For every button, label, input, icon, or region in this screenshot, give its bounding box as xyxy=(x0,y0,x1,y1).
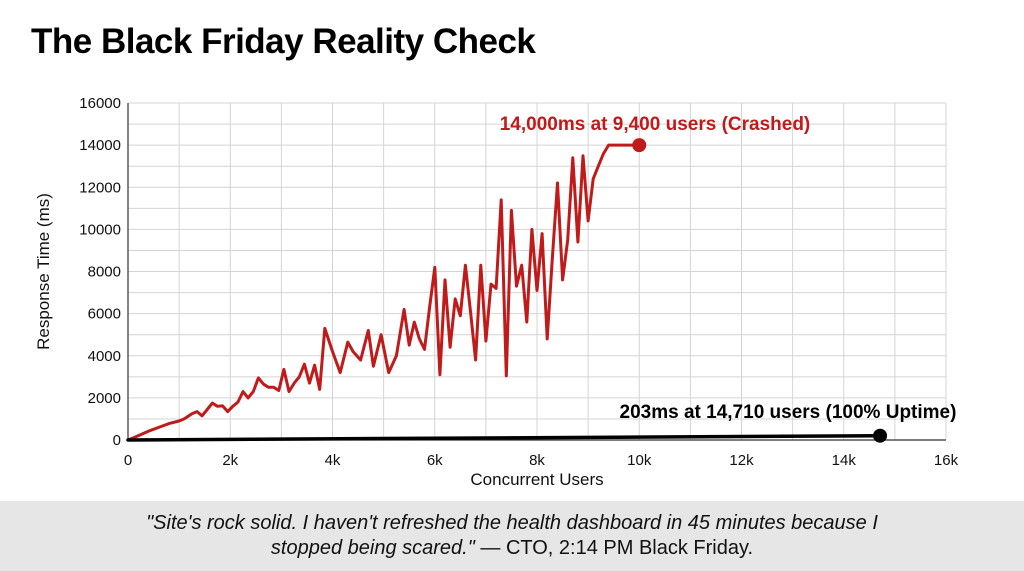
x-tick-label: 12k xyxy=(729,452,754,469)
quote-banner: "Site's rock solid. I haven't refreshed … xyxy=(0,501,1024,571)
stable-site-line xyxy=(126,433,882,442)
x-tick-label: 8k xyxy=(529,452,545,469)
cto-quote: "Site's rock solid. I haven't refreshed … xyxy=(146,512,878,559)
quote-text: "Site's rock solid. I haven't refreshed … xyxy=(132,511,892,561)
y-tick-label: 10000 xyxy=(79,221,121,238)
y-tick-label: 2000 xyxy=(88,390,121,407)
y-tick-label: 14000 xyxy=(79,137,121,154)
x-tick-label: 2k xyxy=(222,452,238,469)
y-tick-labels: 0 2000 4000 6000 8000 10000 12000 14000 16000 xyxy=(79,95,121,449)
y-tick-label: 12000 xyxy=(79,179,121,196)
x-tick-label: 4k xyxy=(325,452,341,469)
x-tick-label: 14k xyxy=(832,452,857,469)
y-tick-label: 8000 xyxy=(88,264,121,281)
chart-title: The Black Friday Reality Check xyxy=(31,22,536,61)
quote-attribution: — CTO, 2:14 PM Black Friday. xyxy=(480,537,754,559)
chart-series xyxy=(126,138,888,443)
y-axis-label: Response Time (ms) xyxy=(34,193,53,350)
x-tick-label: 16k xyxy=(934,452,959,469)
x-tick-label: 10k xyxy=(627,452,652,469)
y-tick-label: 16000 xyxy=(79,95,121,112)
chart-grid xyxy=(127,102,947,441)
uptime-annotation: 203ms at 14,710 users (100% Uptime) xyxy=(620,402,957,423)
y-tick-label: 0 xyxy=(113,432,121,449)
crash-point xyxy=(632,138,647,153)
crashed-site-line xyxy=(126,143,641,442)
y-tick-label: 6000 xyxy=(88,306,121,323)
response-time-chart: 0 2k 4k 6k 8k 10k 12k 14k 16k 0 2000 4000 6000 8000 1… xyxy=(34,95,959,489)
x-tick-label: 0 xyxy=(124,452,132,469)
x-tick-label: 6k xyxy=(427,452,443,469)
uptime-point xyxy=(873,428,888,443)
x-axis-label: Concurrent Users xyxy=(470,470,603,489)
crash-annotation: 14,000ms at 9,400 users (Crashed) xyxy=(500,114,811,135)
y-tick-label: 4000 xyxy=(88,348,121,365)
x-tick-labels: 0 2k 4k 6k 8k 10k 12k 14k 16k xyxy=(124,452,959,469)
